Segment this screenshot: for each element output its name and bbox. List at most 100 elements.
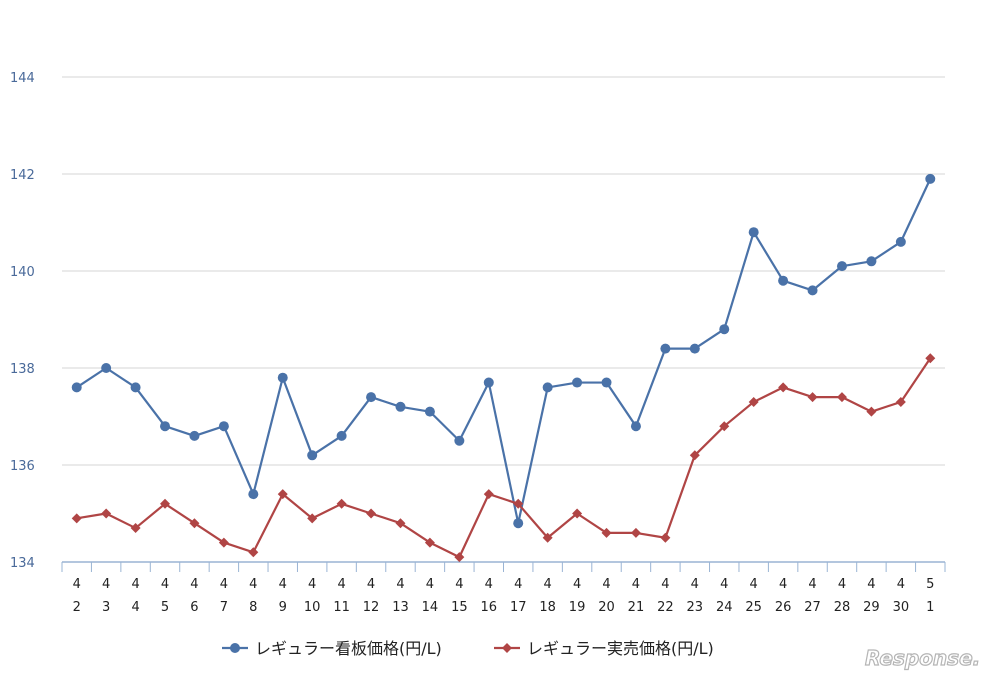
data-point xyxy=(71,513,82,524)
x-tick-day: 15 xyxy=(451,600,468,615)
x-tick-month: 4 xyxy=(455,577,463,592)
data-point xyxy=(218,421,229,432)
data-point xyxy=(601,527,612,538)
data-point xyxy=(866,256,877,267)
x-tick-day: 25 xyxy=(745,600,762,615)
data-point xyxy=(424,537,435,548)
y-tick-label: 140 xyxy=(10,265,35,280)
series-2 xyxy=(71,353,936,563)
series-1 xyxy=(71,173,936,529)
data-point xyxy=(895,236,906,247)
x-tick-day: 1 xyxy=(926,600,934,615)
x-tick-day: 7 xyxy=(220,600,228,615)
x-tick-month: 4 xyxy=(190,577,198,592)
x-tick-day: 10 xyxy=(304,600,321,615)
x-tick-day: 21 xyxy=(628,600,645,615)
x-tick-day: 19 xyxy=(569,600,586,615)
x-tick-month: 4 xyxy=(838,577,846,592)
x-tick-day: 18 xyxy=(539,600,556,615)
x-tick-day: 20 xyxy=(598,600,615,615)
legend: レギュラー看板価格(円/L) レギュラー実売価格(円/L) xyxy=(222,639,714,658)
x-tick-day: 28 xyxy=(834,600,851,615)
data-point xyxy=(542,532,553,543)
x-tick-month: 4 xyxy=(750,577,758,592)
y-tick-label: 138 xyxy=(10,362,35,377)
data-point xyxy=(895,396,906,407)
x-tick-day: 13 xyxy=(392,600,409,615)
x-tick-month: 4 xyxy=(485,577,493,592)
data-point xyxy=(807,285,818,296)
data-point xyxy=(395,518,406,529)
data-point xyxy=(248,547,259,558)
legend-item-2: レギュラー実売価格(円/L) xyxy=(494,639,714,658)
data-point xyxy=(807,392,818,403)
data-point xyxy=(513,498,524,509)
legend-item-1: レギュラー看板価格(円/L) xyxy=(222,639,442,658)
legend-label: レギュラー看板価格(円/L) xyxy=(255,639,442,658)
data-point xyxy=(748,396,759,407)
x-tick-month: 4 xyxy=(102,577,110,592)
x-tick-month: 4 xyxy=(632,577,640,592)
data-point xyxy=(189,430,200,441)
x-tick-day: 24 xyxy=(716,600,733,615)
data-point xyxy=(866,406,877,417)
data-point xyxy=(454,552,465,563)
x-tick-month: 4 xyxy=(808,577,816,592)
data-point xyxy=(719,421,730,432)
data-point xyxy=(778,275,789,286)
x-tick-day: 6 xyxy=(190,600,198,615)
data-point xyxy=(366,392,377,403)
x-tick-day: 8 xyxy=(249,600,257,615)
y-axis-ticks: 134 136 138 140 142 144 xyxy=(10,71,35,571)
series-group xyxy=(71,173,936,563)
data-point xyxy=(630,527,641,538)
series-line xyxy=(76,178,932,525)
x-tick-month: 4 xyxy=(426,577,434,592)
data-point xyxy=(424,406,435,417)
x-tick-month: 4 xyxy=(602,577,610,592)
data-point xyxy=(630,421,641,432)
data-point xyxy=(601,377,612,388)
data-point xyxy=(719,324,730,335)
data-point xyxy=(513,518,524,529)
data-point xyxy=(101,363,112,373)
x-tick-month: 4 xyxy=(544,577,552,592)
x-tick-month: 4 xyxy=(279,577,287,592)
x-tick-day: 29 xyxy=(863,600,880,615)
x-tick-day: 22 xyxy=(657,600,674,615)
x-tick-month: 4 xyxy=(573,577,581,592)
legend-label: レギュラー実売価格(円/L) xyxy=(527,639,714,658)
data-point xyxy=(71,382,82,393)
x-tick-month: 4 xyxy=(220,577,228,592)
data-point xyxy=(689,343,700,354)
y-tick-label: 144 xyxy=(10,71,35,86)
x-tick-month: 4 xyxy=(249,577,257,592)
data-point xyxy=(248,489,259,500)
x-tick-day: 17 xyxy=(510,600,527,615)
data-point xyxy=(130,523,141,534)
data-point xyxy=(778,382,789,393)
data-point xyxy=(307,450,318,461)
x-tick-day: 5 xyxy=(161,600,169,615)
data-point xyxy=(483,489,494,500)
data-point xyxy=(395,401,406,412)
data-point xyxy=(660,343,671,354)
x-tick-month: 4 xyxy=(73,577,81,592)
x-tick-day: 2 xyxy=(73,600,81,615)
data-point xyxy=(483,377,494,388)
series-line xyxy=(76,357,932,559)
x-tick-month: 4 xyxy=(897,577,905,592)
data-point xyxy=(925,173,936,184)
data-point xyxy=(454,435,465,446)
data-point xyxy=(160,421,171,432)
data-point xyxy=(572,508,583,519)
data-point xyxy=(307,513,318,524)
data-point xyxy=(189,518,200,529)
legend-marker xyxy=(502,643,512,653)
x-tick-month: 4 xyxy=(308,577,316,592)
x-tick-month: 4 xyxy=(131,577,139,592)
x-tick-day: 27 xyxy=(804,600,821,615)
x-tick-month: 4 xyxy=(396,577,404,592)
x-tick-day: 3 xyxy=(102,600,110,615)
